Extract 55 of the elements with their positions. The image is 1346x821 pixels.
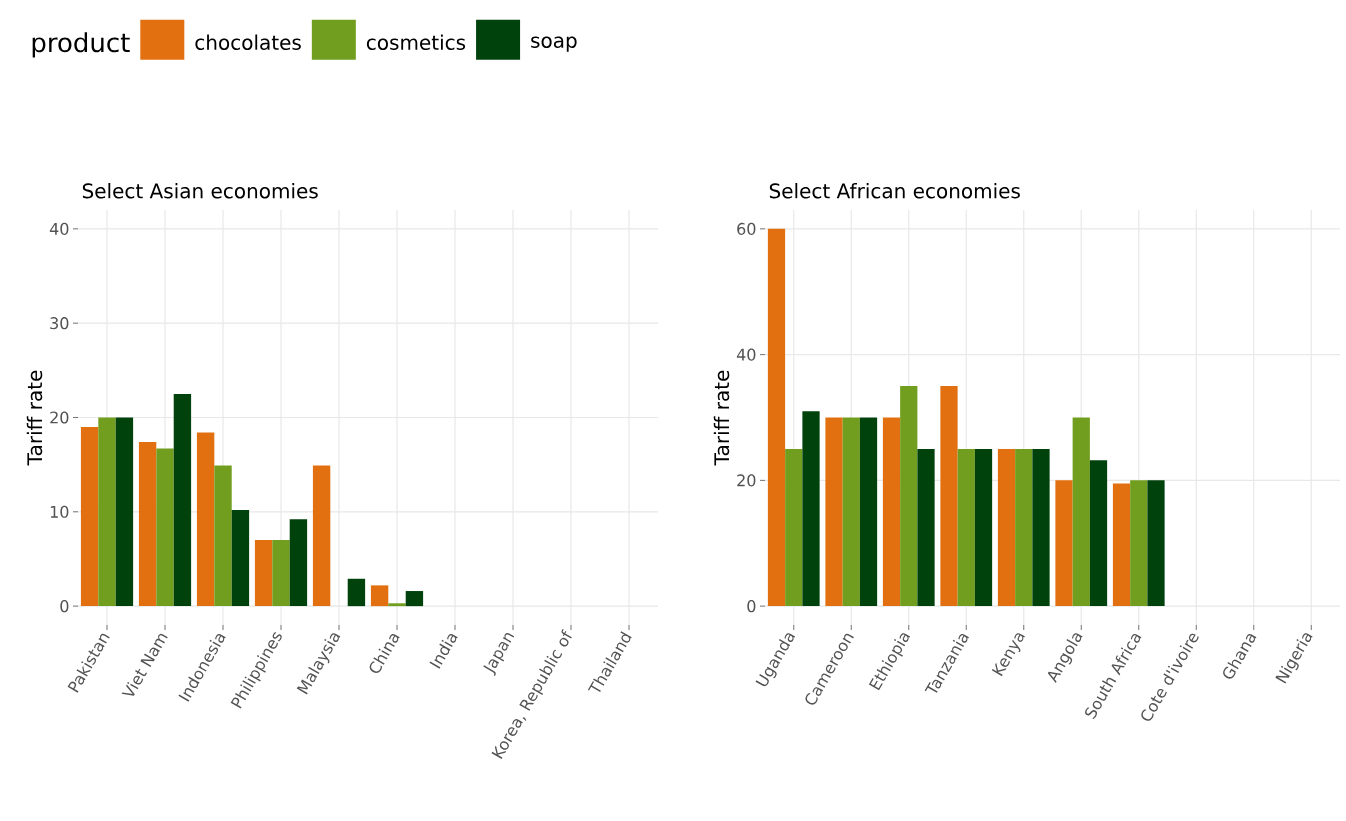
bar [842, 417, 860, 607]
bar [859, 417, 878, 607]
bar [997, 448, 1016, 607]
bar [900, 386, 918, 607]
bar [254, 540, 273, 607]
y-tick-label: 20 [737, 474, 756, 487]
bar [1055, 480, 1073, 607]
y-tick-label: 0 [60, 600, 69, 613]
bar [1032, 448, 1050, 607]
bar [289, 519, 308, 607]
y-tick-label: 0 [747, 600, 756, 613]
legend-label: soap [531, 36, 577, 52]
y-tick-label: 40 [736, 348, 756, 361]
bar [957, 448, 975, 607]
y-tick-label: 10 [50, 505, 69, 518]
legend-label: chocolates [195, 34, 301, 50]
bar [80, 426, 99, 607]
bar [1147, 480, 1165, 607]
chart-title: Select Asian economies [82, 182, 318, 199]
bar [1072, 417, 1090, 607]
bar [825, 417, 843, 607]
chart-title: Select African economies [769, 182, 1020, 199]
bar [882, 417, 901, 607]
legend-title: product [32, 32, 130, 58]
bar [156, 448, 174, 607]
y-tick-label: 40 [49, 222, 69, 235]
bar [802, 411, 820, 607]
bar [272, 540, 290, 607]
y-tick-label: 20 [50, 411, 69, 424]
y-axis-title: Tariff rate [26, 370, 43, 466]
bar [1130, 480, 1148, 607]
bar [1112, 483, 1131, 607]
bar [388, 603, 406, 607]
bar [231, 509, 250, 607]
bar [115, 417, 134, 607]
bar [214, 465, 232, 607]
bar [312, 465, 331, 607]
bar [767, 228, 786, 607]
bar [347, 578, 366, 607]
bar [1089, 460, 1108, 607]
bar [940, 386, 958, 607]
bar [974, 448, 993, 607]
bar [785, 448, 803, 607]
bar [196, 432, 215, 607]
y-tick-label: 30 [50, 317, 69, 330]
y-axis-title: Tariff rate [713, 370, 730, 466]
bar [1015, 448, 1033, 607]
bar [917, 448, 935, 607]
y-tick-label: 60 [737, 222, 756, 235]
bar [98, 417, 116, 607]
legend-label: cosmetics [366, 34, 466, 50]
bar [138, 442, 157, 607]
bar [370, 585, 389, 607]
bar [173, 393, 192, 607]
bar [405, 591, 424, 607]
